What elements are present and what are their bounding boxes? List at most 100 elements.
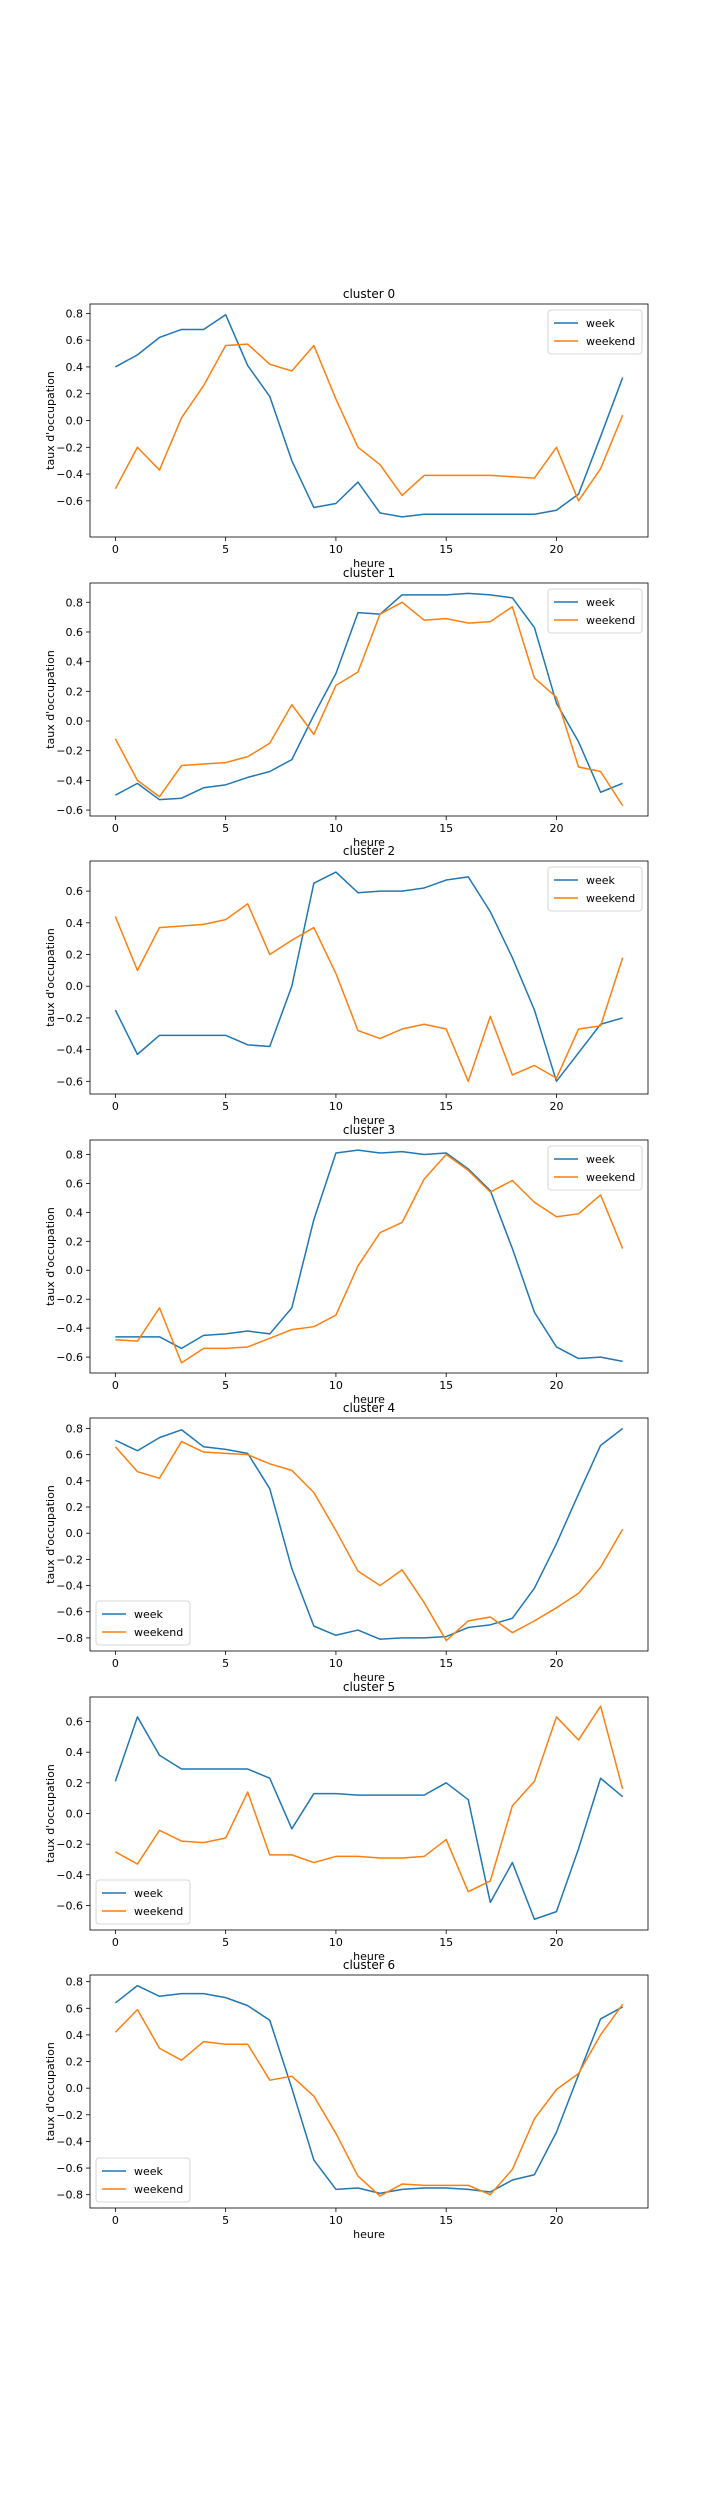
legend: week weekend [95, 1879, 191, 1925]
legend: week weekend [95, 2157, 191, 2203]
y-tick-label: −0.2 [56, 1293, 83, 1306]
y-tick-label: −0.6 [56, 1899, 83, 1912]
y-tick-label: −0.4 [56, 468, 83, 481]
x-tick-label: 0 [112, 1936, 119, 1949]
series-line-week [115, 1427, 624, 1640]
series-line-weekend [115, 1153, 624, 1364]
y-tick-label: 0.2 [66, 1501, 84, 1514]
y-tick-label: 0.6 [66, 1177, 84, 1190]
legend: week weekend [547, 1145, 643, 1191]
legend-box [547, 866, 643, 912]
x-tick-label: 15 [439, 543, 453, 556]
y-tick-label: 0.0 [66, 1808, 84, 1821]
series-line-weekend [114, 343, 624, 502]
chart-panel: cluster 0 0 5 10 15 20 −0.6 −0.4 −0.2 0.0 0.2 0.4 0.… [44, 287, 649, 570]
y-tick-label: −0.4 [56, 774, 83, 787]
y-tick-label: −0.2 [56, 2109, 83, 2122]
chart-panel: cluster 4 0 5 10 15 20 −0.8 −0.6 −0.4 −0.2 0.0 0.2 0… [44, 1401, 649, 1684]
y-tick-label: 0.6 [66, 885, 84, 898]
x-tick-label: 15 [439, 1100, 453, 1113]
y-tick-label: −0.6 [56, 804, 83, 817]
y-tick-label: 0.0 [66, 2082, 84, 2095]
y-tick-label: −0.4 [56, 2135, 83, 2148]
y-tick-label: −0.2 [56, 745, 83, 758]
x-tick-label: 15 [439, 822, 453, 835]
y-tick-label: 0.2 [66, 2056, 84, 2069]
legend-box [95, 1600, 191, 1646]
series-line-weekend [114, 601, 624, 807]
x-tick-label: 5 [222, 822, 229, 835]
x-tick-label: 15 [439, 2214, 453, 2227]
y-tick-label: 0.2 [66, 1235, 84, 1248]
y-tick-label: 0.0 [66, 980, 84, 993]
y-tick-label: −0.8 [56, 2189, 83, 2202]
legend: week weekend [547, 309, 643, 355]
y-tick-label: 0.2 [66, 1777, 84, 1790]
legend-label-weekend: weekend [586, 614, 635, 627]
x-tick-label: 15 [439, 1657, 453, 1670]
x-tick-label: 5 [222, 1379, 229, 1392]
y-tick-label: 0.6 [66, 334, 84, 347]
legend-label-week: week [586, 1153, 616, 1166]
y-tick-label: 0.0 [66, 415, 84, 428]
y-tick-label: 0.2 [66, 388, 84, 401]
chart-title: cluster 6 [343, 1958, 395, 1972]
y-tick-label: 0.0 [66, 1527, 84, 1540]
y-tick-label: 0.8 [66, 1422, 84, 1435]
legend-label-week: week [586, 317, 616, 330]
x-axis-label: heure [353, 1950, 385, 1963]
chart-title: cluster 0 [343, 287, 395, 301]
y-tick-label: 0.6 [66, 626, 84, 639]
legend-label-week: week [586, 874, 616, 887]
y-tick-label: 0.4 [66, 2029, 84, 2042]
legend-label-weekend: weekend [586, 892, 635, 905]
y-tick-label: −0.8 [56, 1632, 83, 1645]
y-tick-label: −0.2 [56, 1838, 83, 1851]
x-tick-label: 5 [222, 1657, 229, 1670]
y-axis-label: taux d'occupation [44, 928, 57, 1027]
x-tick-label: 20 [549, 1657, 563, 1670]
y-axis-label: taux d'occupation [44, 371, 57, 470]
x-axis-label: heure [353, 1393, 385, 1406]
legend-label-weekend: weekend [586, 1171, 635, 1184]
x-tick-label: 20 [549, 1379, 563, 1392]
x-tick-label: 20 [549, 822, 563, 835]
y-tick-label: 0.6 [66, 1449, 84, 1462]
y-tick-label: −0.6 [56, 495, 83, 508]
x-tick-label: 15 [439, 1936, 453, 1949]
series-line-weekend [114, 903, 624, 1083]
y-axis-label: taux d'occupation [44, 1485, 57, 1584]
x-tick-label: 10 [329, 822, 343, 835]
x-tick-label: 0 [112, 1657, 119, 1670]
legend: week weekend [547, 588, 643, 634]
series-line-weekend [114, 1705, 624, 1893]
y-tick-label: −0.4 [56, 1580, 83, 1593]
legend-box [95, 1879, 191, 1925]
x-axis-label: heure [353, 1114, 385, 1127]
legend-label-week: week [134, 2165, 164, 2178]
chart-title: cluster 4 [343, 1401, 395, 1415]
y-tick-label: −0.4 [56, 1322, 83, 1335]
axes-frame [89, 1974, 649, 2209]
y-axis-label: taux d'occupation [44, 650, 57, 749]
x-tick-label: 15 [439, 1379, 453, 1392]
x-tick-label: 0 [112, 2214, 119, 2227]
legend-label-week: week [586, 596, 616, 609]
y-tick-label: 0.4 [66, 656, 84, 669]
x-tick-label: 10 [329, 1936, 343, 1949]
chart-title: cluster 2 [343, 844, 395, 858]
x-tick-label: 20 [549, 1100, 563, 1113]
y-tick-label: 0.2 [66, 685, 84, 698]
series-line-week [115, 592, 623, 801]
series-line-week [115, 313, 624, 518]
x-tick-label: 0 [112, 1100, 119, 1113]
legend: week weekend [547, 866, 643, 912]
series-line-week [115, 1149, 623, 1363]
chart-panel: cluster 6 0 5 10 15 20 −0.8 −0.6 −0.4 −0.2 0.0 0.2 0… [44, 1958, 649, 2241]
x-tick-label: 10 [329, 1657, 343, 1670]
axes-frame [89, 582, 649, 817]
y-axis-label: taux d'occupation [44, 1764, 57, 1863]
y-axis-label: taux d'occupation [44, 1207, 57, 1306]
x-axis-label: heure [353, 2228, 385, 2241]
